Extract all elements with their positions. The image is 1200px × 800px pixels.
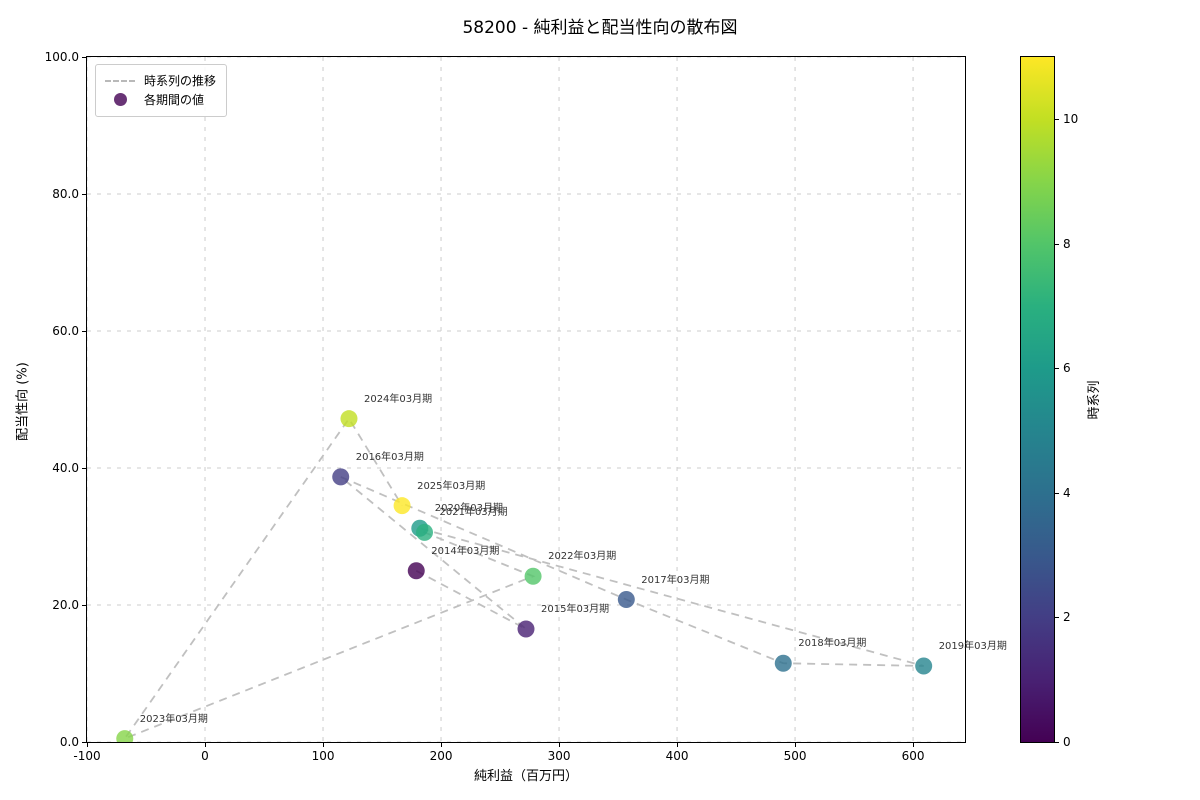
y-tick-mark [82, 605, 86, 606]
data-point [340, 410, 358, 428]
data-point [332, 468, 350, 486]
y-tick-label: 20.0 [52, 598, 79, 612]
legend: 時系列の推移 各期間の値 [95, 64, 227, 117]
y-axis-label: 配当性向 (%) [15, 362, 31, 441]
x-axis-label: 純利益（百万円） [473, 769, 578, 784]
x-tick-mark [559, 743, 561, 747]
x-tick-label: 600 [901, 749, 925, 763]
colorbar-tick-label: 10 [1063, 112, 1079, 127]
data-point [517, 620, 535, 638]
dashed-line-icon [105, 79, 135, 82]
legend-item-label: 各期間の値 [144, 93, 205, 107]
y-tick-mark [82, 468, 86, 469]
data-point [393, 497, 411, 515]
colorbar-tick-mark [1055, 617, 1059, 619]
colorbar-tick-mark [1055, 368, 1059, 370]
x-tick-mark [913, 743, 915, 747]
y-tick-mark [82, 194, 86, 195]
chart-title: 58200 - 純利益と配当性向の散布図 [462, 18, 738, 38]
colorbar-tick-label: 8 [1063, 236, 1071, 251]
x-tick-mark [677, 743, 679, 747]
x-tick-label: 400 [665, 749, 689, 763]
scatter-canvas [87, 57, 965, 742]
x-tick-label: 500 [783, 749, 807, 763]
x-tick-mark [795, 743, 797, 747]
x-tick-label: 0 [201, 749, 209, 763]
data-point [617, 591, 635, 609]
legend-item-points: 各期間の値 [105, 90, 216, 109]
colorbar [1020, 56, 1055, 743]
data-point [524, 567, 542, 585]
colorbar-tick-label: 4 [1063, 485, 1071, 500]
data-point [915, 657, 933, 675]
y-tick-mark [82, 57, 86, 58]
x-tick-mark [87, 743, 88, 747]
colorbar-label: 時系列 [1087, 380, 1102, 420]
x-tick-label: 200 [429, 749, 453, 763]
trend-line [122, 417, 924, 741]
x-tick-label: -100 [73, 749, 101, 763]
y-tick-label: 60.0 [52, 324, 79, 338]
x-tick-mark [205, 743, 206, 747]
dot-icon [105, 93, 135, 106]
legend-item-trend: 時系列の推移 [105, 71, 216, 90]
y-tick-mark [82, 331, 86, 332]
y-tick-label: 0.0 [59, 735, 79, 749]
x-tick-mark [323, 743, 325, 747]
colorbar-tick-label: 6 [1063, 361, 1071, 376]
data-point [116, 730, 134, 742]
y-tick-label: 100.0 [44, 50, 79, 64]
data-point [416, 523, 434, 541]
y-tick-mark [82, 742, 86, 743]
x-tick-label: 300 [547, 749, 571, 763]
data-point [774, 654, 792, 672]
x-tick-label: 100 [311, 749, 335, 763]
plot-area [86, 56, 966, 743]
colorbar-tick-mark [1055, 742, 1059, 743]
colorbar-tick-mark [1055, 243, 1059, 245]
y-tick-label: 80.0 [52, 187, 79, 201]
x-tick-mark [441, 743, 443, 747]
y-tick-label: 40.0 [52, 461, 79, 475]
colorbar-tick-label: 0 [1063, 735, 1071, 749]
colorbar-tick-mark [1055, 119, 1059, 121]
data-point [407, 562, 425, 580]
legend-item-label: 時系列の推移 [144, 74, 217, 88]
colorbar-tick-label: 2 [1063, 610, 1071, 625]
colorbar-tick-mark [1055, 492, 1059, 494]
